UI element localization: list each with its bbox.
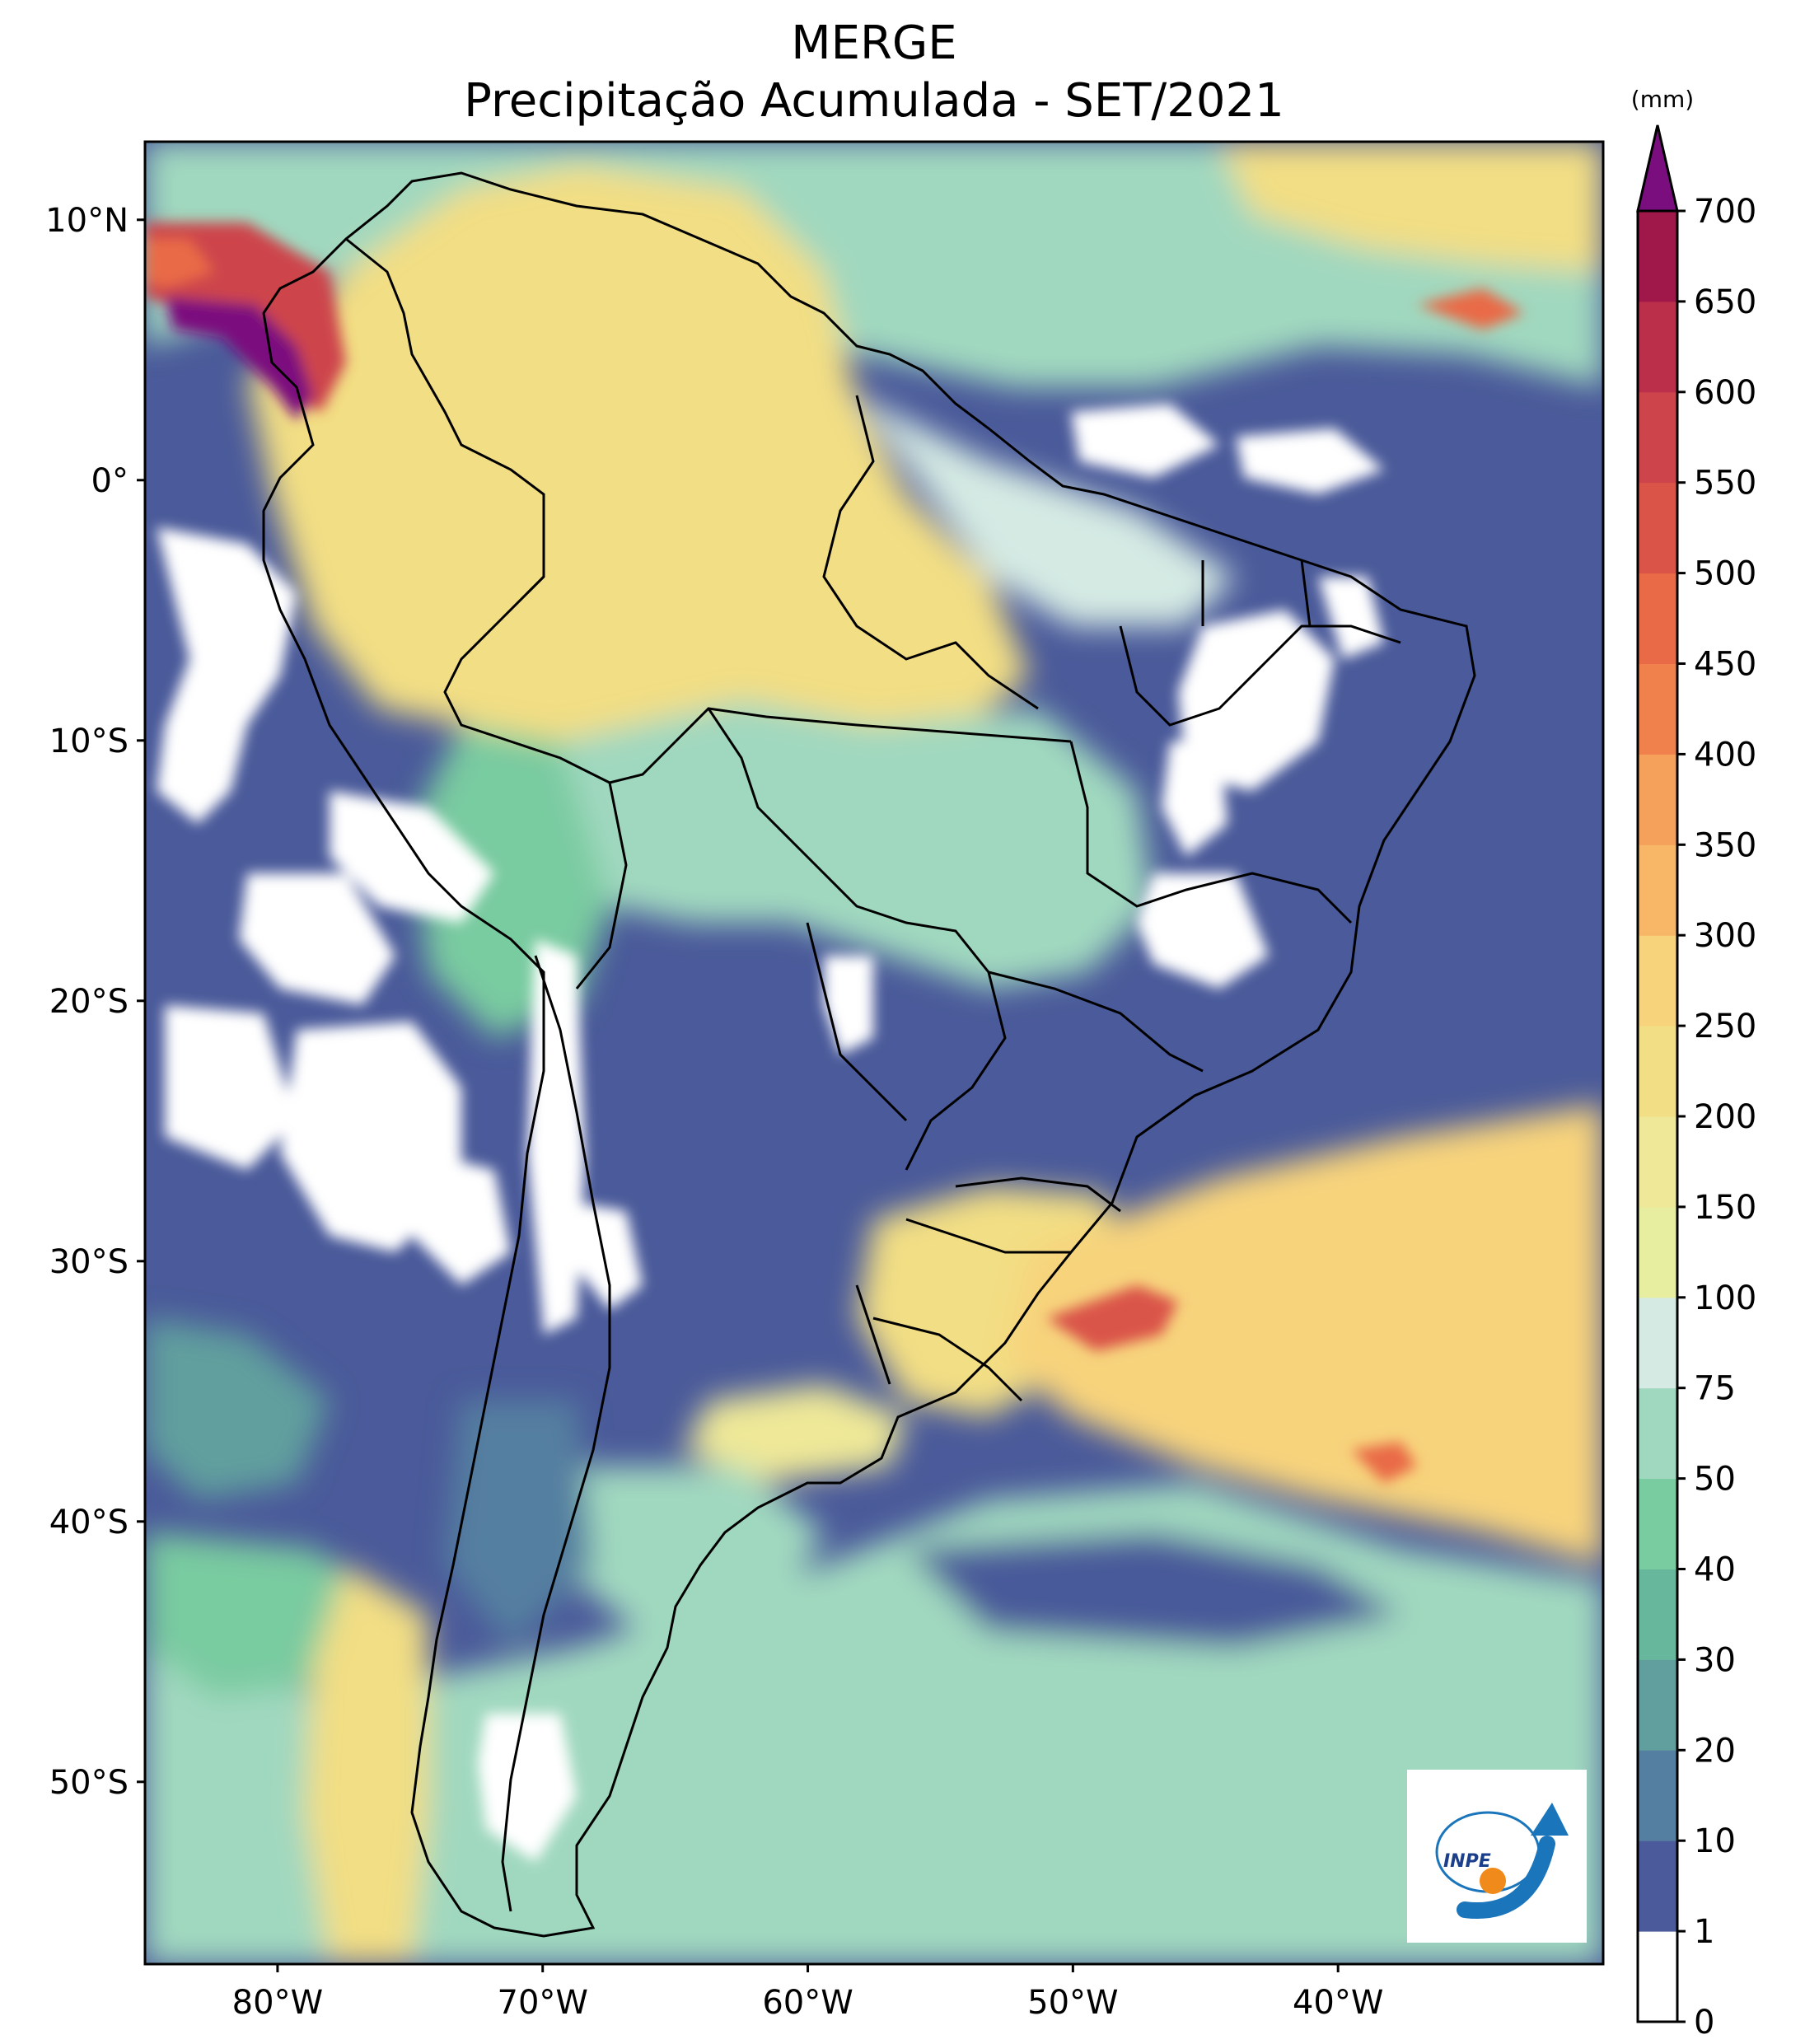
colorbar-tick-label: 700 [1694, 193, 1756, 231]
colorbar-unit: (mm) [1631, 86, 1694, 113]
lon-tick-label: 50°W [1027, 1984, 1118, 2022]
colorbar-tick-label: 50 [1694, 1461, 1736, 1499]
colorbar-tick-label: 200 [1694, 1098, 1756, 1136]
colorbar-tick-label: 10 [1694, 1822, 1736, 1860]
colorbar-swatch [1638, 1026, 1677, 1117]
colorbar-swatch [1638, 1659, 1677, 1751]
lon-tick-label: 40°W [1293, 1984, 1383, 2022]
colorbar-tick-label: 250 [1694, 1008, 1756, 1045]
colorbar-tick-label: 450 [1694, 646, 1756, 684]
colorbar-swatch [1638, 935, 1677, 1027]
map-title: MERGE Precipitação Acumulada - SET/2021 [145, 15, 1603, 130]
title-line-2: Precipitação Acumulada - SET/2021 [464, 74, 1284, 128]
colorbar-swatch [1638, 211, 1677, 302]
colorbar-tick-label: 550 [1694, 465, 1756, 503]
colorbar-tick-label: 30 [1694, 1641, 1736, 1679]
precipitation-details [145, 222, 1524, 1862]
colorbar-tick-label: 100 [1694, 1279, 1756, 1317]
map-frame [143, 140, 1605, 1966]
logo-arrow-icon [1531, 1803, 1569, 1836]
longitude-tick-labels: 80°W 70°W 60°W 50°W 40°W [232, 1964, 1383, 2022]
logo-sun-icon [1480, 1868, 1506, 1894]
lon-tick-label: 60°W [762, 1984, 853, 2022]
colorbar-swatch [1638, 573, 1677, 664]
latitude-tick-labels: 10°N 0° 10°S 20°S 30°S 40°S 50°S [45, 202, 145, 1802]
colorbar-swatch [1638, 1841, 1677, 1932]
colorbar-swatch [1638, 1931, 1677, 2023]
inpe-logo: INPE [1407, 1770, 1587, 1943]
lon-tick-label: 80°W [232, 1984, 323, 2022]
colorbar-tick-label: 600 [1694, 374, 1756, 412]
colorbar-tick-label: 0 [1694, 2004, 1714, 2042]
lat-tick-label: 50°S [49, 1764, 129, 1802]
colorbar-swatch [1638, 1297, 1677, 1389]
colorbar-tick-label: 500 [1694, 555, 1756, 593]
colorbar-tick-label: 150 [1694, 1189, 1756, 1227]
colorbar-swatch [1638, 1569, 1677, 1660]
colorbar-tick-label: 1 [1694, 1913, 1714, 1951]
coastlines-and-borders [262, 171, 1476, 1938]
colorbar-swatch [1638, 1116, 1677, 1208]
colorbar-swatch [1638, 1750, 1677, 1841]
lat-tick-label: 30°S [49, 1243, 129, 1281]
colorbar: 0 1 10 20 30 40 50 75 100 150 200 250 300 350 400 450 50… [1636, 124, 1756, 2042]
colorbar-swatch [1638, 1387, 1677, 1480]
title-line-1: MERGE [791, 16, 957, 70]
lat-tick-label: 0° [91, 462, 129, 500]
lat-tick-label: 10°S [49, 723, 129, 760]
lat-tick-label: 40°S [49, 1504, 129, 1541]
colorbar-tick-label: 40 [1694, 1551, 1736, 1589]
colorbar-tick-label: 20 [1694, 1732, 1736, 1770]
precipitation-field [145, 142, 1603, 1964]
colorbar-swatch [1638, 844, 1677, 936]
colorbar-swatch [1638, 482, 1677, 574]
lon-tick-label: 70°W [498, 1984, 588, 2022]
colorbar-tick-label: 75 [1694, 1370, 1736, 1408]
colorbar-swatch [1638, 1478, 1677, 1569]
colorbar-tick-label: 650 [1694, 283, 1756, 321]
colorbar-swatch [1638, 1206, 1677, 1298]
colorbar-tick-label: 300 [1694, 917, 1756, 955]
logo-text: INPE [1443, 1851, 1491, 1872]
colorbar-swatch [1638, 754, 1677, 845]
colorbar-swatch [1638, 663, 1677, 755]
colorbar-extend-arrow [1636, 124, 1679, 213]
colorbar-tick-label: 350 [1694, 826, 1756, 864]
colorbar-tick-label: 400 [1694, 736, 1756, 774]
colorbar-swatch [1638, 301, 1677, 393]
logo-swoosh-icon [1457, 1836, 1555, 1919]
lat-tick-label: 20°S [49, 983, 129, 1021]
lat-tick-label: 10°N [45, 202, 129, 240]
colorbar-swatch [1638, 391, 1677, 484]
